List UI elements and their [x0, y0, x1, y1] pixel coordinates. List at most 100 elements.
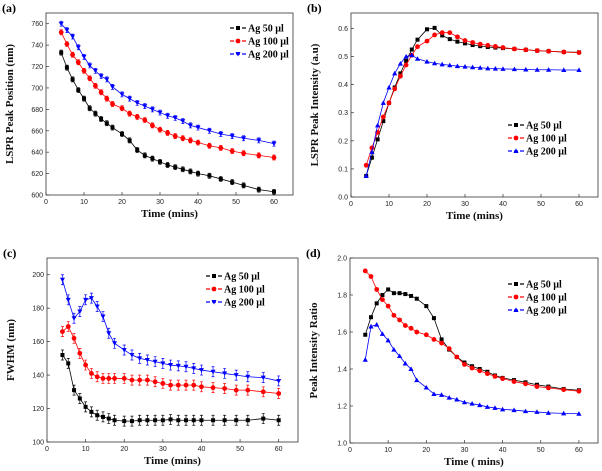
data-point — [59, 277, 65, 283]
data-point — [235, 52, 241, 57]
data-point — [485, 65, 491, 71]
data-point — [66, 361, 71, 366]
data-point — [409, 293, 414, 298]
data-point — [484, 371, 490, 377]
data-point — [545, 410, 551, 415]
plot-frame — [45, 12, 294, 196]
panel-label: (b) — [307, 1, 322, 15]
x-tick-label: 0 — [44, 199, 48, 206]
data-point — [106, 416, 111, 421]
data-point — [386, 287, 391, 292]
data-point — [64, 41, 70, 47]
data-point — [455, 34, 460, 40]
y-tick-label: 620 — [31, 171, 43, 178]
y-tick-label: 0.5 — [338, 54, 348, 61]
data-point — [392, 86, 398, 92]
data-point — [165, 113, 171, 119]
data-point — [477, 368, 483, 374]
data-point — [432, 25, 437, 30]
data-point — [160, 418, 165, 423]
data-point — [271, 155, 277, 160]
data-point — [218, 145, 224, 151]
data-point — [402, 360, 408, 366]
legend-label: Ag 100 µl — [526, 293, 567, 304]
data-point — [77, 350, 83, 356]
y-tick-label: 120 — [32, 406, 44, 413]
panel-label: (d) — [306, 246, 321, 260]
data-point — [446, 395, 452, 400]
x-tick-label: 60 — [575, 201, 583, 208]
data-point — [391, 291, 396, 296]
legend-label: Ag 200 µl — [248, 50, 289, 61]
data-point — [241, 136, 247, 141]
data-point — [120, 131, 124, 136]
y-axis-label: Peak Intensity Ratio — [308, 302, 320, 398]
x-tick-label: 0 — [348, 447, 352, 454]
data-point — [233, 387, 239, 393]
data-point — [59, 50, 64, 55]
data-point — [112, 418, 117, 423]
data-point — [172, 115, 178, 121]
data-point — [176, 418, 181, 423]
y-tick-label: 1.8 — [337, 293, 347, 300]
y-tick-label: 200 — [32, 272, 44, 279]
data-point — [363, 332, 368, 337]
data-point — [65, 297, 71, 303]
data-point — [454, 354, 460, 360]
data-point — [245, 418, 250, 423]
data-point — [175, 382, 181, 388]
data-point — [260, 389, 266, 395]
data-point — [454, 396, 460, 402]
data-point — [375, 122, 381, 128]
data-point — [477, 65, 483, 70]
data-point — [380, 100, 386, 105]
data-point — [397, 291, 402, 296]
data-point — [511, 407, 517, 413]
data-point — [191, 418, 196, 423]
data-point — [511, 379, 517, 384]
data-point — [180, 167, 185, 172]
data-point — [469, 365, 475, 371]
data-point — [229, 134, 235, 139]
data-point — [408, 325, 414, 331]
data-point — [271, 141, 277, 147]
data-point — [439, 337, 444, 342]
series-line — [60, 32, 275, 158]
legend-entry: Ag 50 µl — [508, 121, 562, 132]
data-point — [375, 137, 380, 142]
x-tick-label: 60 — [575, 447, 583, 454]
data-point — [398, 73, 403, 79]
data-point — [110, 101, 115, 107]
y-tick-label: 160 — [32, 339, 44, 346]
data-point — [229, 148, 235, 154]
legend-label: Ag 50 µl — [248, 24, 284, 35]
legend-entry: Ag 200 µl — [230, 50, 289, 61]
data-point — [153, 418, 158, 423]
data-point — [432, 32, 437, 38]
data-point — [188, 169, 193, 174]
data-point — [211, 286, 217, 292]
data-point — [87, 75, 93, 81]
data-point — [454, 63, 460, 69]
data-point — [104, 121, 109, 126]
data-point — [93, 83, 98, 89]
data-point — [391, 312, 397, 318]
y-tick-label: 660 — [31, 128, 43, 135]
data-point — [129, 377, 135, 383]
data-point — [127, 96, 133, 102]
data-point — [180, 119, 186, 124]
data-point — [122, 419, 127, 424]
data-point — [99, 116, 104, 121]
chart-panel-c: (c) 0 10 20 30 40 50 60 100 120 140 160 180 200 Time (… — [3, 246, 299, 467]
series-line — [60, 52, 275, 193]
data-point — [60, 353, 65, 358]
x-tick-label: 50 — [236, 446, 244, 453]
data-point — [500, 45, 506, 50]
data-point — [514, 282, 518, 286]
data-point — [71, 316, 77, 321]
data-point — [424, 38, 430, 44]
data-point — [104, 96, 110, 102]
y-tick-label: 720 — [31, 64, 43, 71]
series-1 — [362, 268, 582, 394]
data-point — [380, 114, 386, 120]
